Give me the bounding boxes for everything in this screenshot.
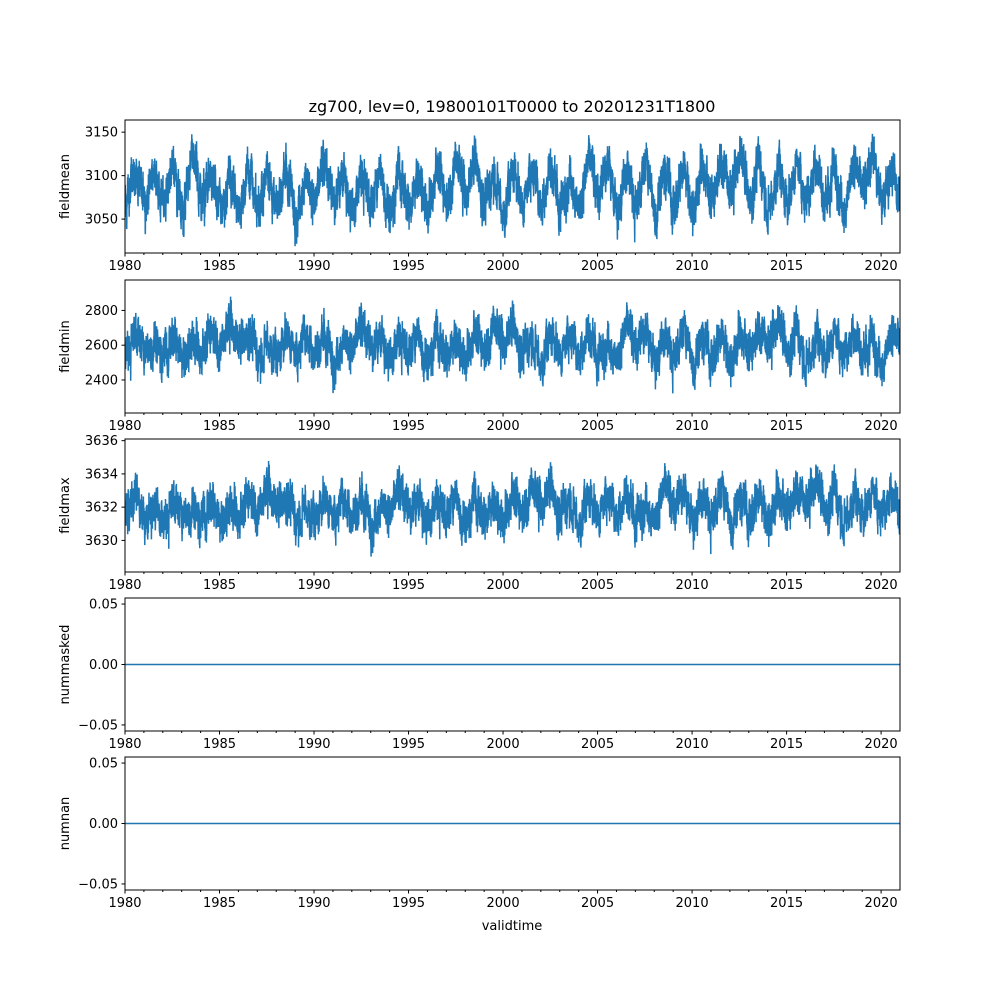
x-tick-label: 2015 [770, 737, 803, 752]
x-tick-label: 1995 [392, 259, 425, 274]
panel-fieldmax: 1980 1985 1990 1995 2000 2005 2010 2015 2020 3630… [58, 434, 901, 593]
axes-frame [124, 279, 901, 414]
y-tick-label: 0.00 [89, 658, 118, 673]
x-tick-label: 2005 [581, 419, 614, 434]
x-tick-label: 1980 [108, 896, 141, 911]
x-tick-label: 1990 [297, 737, 330, 752]
x-tick-label: 2015 [770, 896, 803, 911]
fieldmin-series-line [125, 296, 900, 394]
y-tick-label: 3150 [85, 126, 118, 141]
y-axis-label-nummasked: nummasked [58, 625, 73, 705]
y-tick-label: 3634 [85, 467, 118, 482]
x-tick-label: 1980 [108, 578, 141, 593]
x-tick-label: 1985 [203, 896, 236, 911]
panel-nummasked: 1980 1985 1990 1995 2000 2005 2010 2015 2020 −0.0… [58, 597, 901, 752]
y-tick-label: 3632 [85, 501, 118, 516]
y-tick-label: 0.00 [89, 817, 118, 832]
x-tick-label: 2005 [581, 896, 614, 911]
y-tick-label: 3050 [85, 213, 118, 228]
x-axis-label: validtime [482, 919, 543, 934]
y-axis-label-fieldmin: fieldmin [58, 320, 73, 373]
y-axis-label-fieldmean: fieldmean [58, 154, 73, 219]
x-tick-label: 1995 [392, 896, 425, 911]
y-tick-label: 0.05 [89, 757, 118, 772]
panel-fieldmin: 1980 1985 1990 1995 2000 2005 2010 2015 2020 2400… [58, 279, 901, 434]
y-axis-label-fieldmax: fieldmax [58, 477, 73, 534]
x-tick-label: 2000 [487, 259, 520, 274]
x-tick-label: 2000 [487, 419, 520, 434]
y-tick-label: 2800 [85, 304, 118, 319]
x-tick-label: 2010 [676, 896, 709, 911]
x-tick-label: 2010 [676, 578, 709, 593]
y-tick-label: 2400 [85, 373, 118, 388]
x-tick-label: 2010 [676, 737, 709, 752]
x-tick-label: 1990 [297, 578, 330, 593]
y-tick-label: 2600 [85, 339, 118, 354]
panel-fieldmean: 1980 1985 1990 1995 2000 2005 2010 2015 2020 3050… [58, 119, 901, 274]
x-tick-label: 2010 [676, 419, 709, 434]
x-tick-label: 2000 [487, 737, 520, 752]
x-tick-label: 1985 [203, 419, 236, 434]
x-tick-label: 2010 [676, 259, 709, 274]
x-tick-label: 2020 [865, 419, 898, 434]
y-tick-label: 3636 [85, 434, 118, 449]
y-tick-label: 3630 [85, 534, 118, 549]
x-tick-label: 2000 [487, 896, 520, 911]
x-tick-label: 2015 [770, 259, 803, 274]
x-tick-label: 2000 [487, 578, 520, 593]
y-tick-label: 3100 [85, 169, 118, 184]
x-tick-label: 1980 [108, 737, 141, 752]
x-tick-label: 2020 [865, 578, 898, 593]
x-tick-label: 1995 [392, 737, 425, 752]
x-tick-label: 2015 [770, 578, 803, 593]
x-tick-label: 1985 [203, 737, 236, 752]
x-tick-label: 2020 [865, 259, 898, 274]
fieldmean-series-line [125, 133, 900, 247]
x-tick-label: 2005 [581, 578, 614, 593]
x-tick-label: 2020 [865, 737, 898, 752]
x-tick-label: 1995 [392, 419, 425, 434]
x-tick-label: 1980 [108, 259, 141, 274]
x-tick-label: 1985 [203, 578, 236, 593]
y-tick-label: −0.05 [78, 877, 118, 892]
axes-frame [124, 438, 901, 573]
x-tick-label: 2020 [865, 896, 898, 911]
axes-frame [124, 119, 901, 254]
x-tick-label: 1995 [392, 578, 425, 593]
x-tick-label: 1990 [297, 419, 330, 434]
x-tick-label: 2005 [581, 737, 614, 752]
x-tick-label: 1990 [297, 259, 330, 274]
x-tick-label: 1990 [297, 896, 330, 911]
y-tick-label: 0.05 [89, 598, 118, 613]
panel-numnan: 1980 1985 1990 1995 2000 2005 2010 2015 2020 −0.0… [58, 756, 901, 911]
fieldmax-series-line [125, 460, 900, 557]
x-tick-label: 2005 [581, 259, 614, 274]
x-tick-label: 1985 [203, 259, 236, 274]
x-tick-label: 1980 [108, 419, 141, 434]
x-tick-label: 2015 [770, 419, 803, 434]
chart-title: zg700, lev=0, 19800101T0000 to 20201231T… [309, 97, 716, 116]
y-tick-label: −0.05 [78, 718, 118, 733]
y-axis-label-numnan: numnan [58, 797, 73, 851]
